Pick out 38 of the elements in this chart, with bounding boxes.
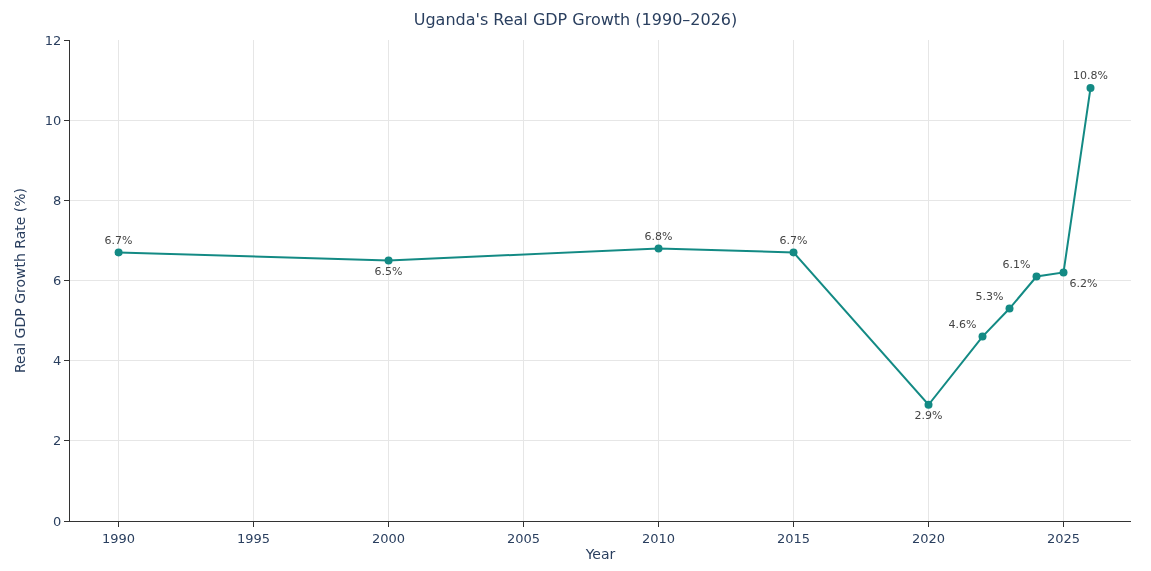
point xyxy=(978,332,987,341)
x-tick-label: 2000 xyxy=(372,530,406,546)
point xyxy=(1086,84,1095,93)
x-tick-label: 1995 xyxy=(237,530,271,546)
x-axis-title: Year xyxy=(584,545,616,562)
y-tick-label: 4 xyxy=(53,353,62,369)
x-tick-label: 2015 xyxy=(776,530,811,546)
x-tick-label: 2025 xyxy=(1046,530,1081,546)
y-tick-label: 8 xyxy=(53,192,62,208)
data-label: 6.2% xyxy=(1069,276,1098,290)
x-tick-label: 2005 xyxy=(507,530,541,546)
y-tick-label: 6 xyxy=(53,273,62,289)
data-label: 2.9% xyxy=(914,409,943,423)
point xyxy=(114,248,123,257)
point xyxy=(1059,268,1068,277)
data-label: 6.7% xyxy=(779,233,808,247)
y-tick-label: 12 xyxy=(44,32,62,48)
x-tick-label: 2010 xyxy=(641,530,676,546)
x-tick-label: 2020 xyxy=(911,530,946,546)
data-label: 6.8% xyxy=(644,229,673,243)
point xyxy=(789,248,798,257)
data-label: 10.8% xyxy=(1073,69,1108,83)
data-label: 6.7% xyxy=(104,233,133,247)
data-label: 4.6% xyxy=(948,317,977,331)
point xyxy=(384,256,393,265)
data-label: 6.5% xyxy=(374,264,403,278)
point xyxy=(1032,272,1041,281)
point xyxy=(924,400,933,409)
y-tick-label: 2 xyxy=(53,433,62,449)
point xyxy=(654,244,663,253)
y-tick-label: 0 xyxy=(53,513,62,529)
data-label: 5.3% xyxy=(975,289,1004,303)
data-label: 6.1% xyxy=(1002,257,1031,271)
y-axis-title: Real GDP Growth Rate (%) xyxy=(12,187,29,374)
point xyxy=(1005,304,1014,313)
chart-title: Uganda's Real GDP Growth (1990–2026) xyxy=(413,10,738,30)
x-tick-label: 1990 xyxy=(102,530,136,546)
y-tick-label: 10 xyxy=(44,112,62,128)
